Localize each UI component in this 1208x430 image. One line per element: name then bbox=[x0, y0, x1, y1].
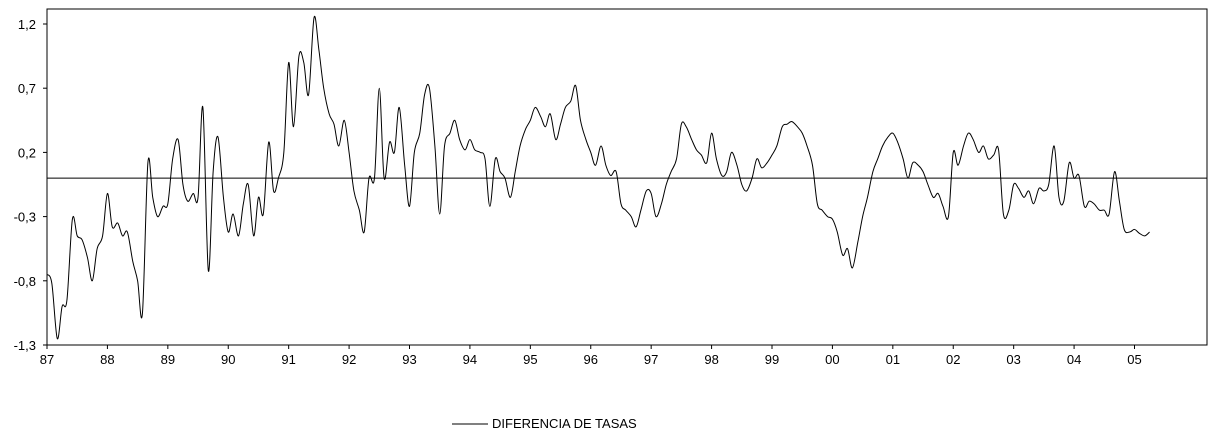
y-tick-label: -1,3 bbox=[14, 338, 36, 353]
series-layer bbox=[46, 15, 1150, 340]
x-tick-label: 87 bbox=[40, 352, 54, 367]
x-tick-label: 02 bbox=[946, 352, 960, 367]
x-tick-label: 97 bbox=[644, 352, 658, 367]
x-tick-label: 01 bbox=[886, 352, 900, 367]
x-tick-label: 03 bbox=[1006, 352, 1020, 367]
x-tick-label: 88 bbox=[100, 352, 114, 367]
x-tick-label: 98 bbox=[704, 352, 718, 367]
x-tick-label: 92 bbox=[342, 352, 356, 367]
y-tick-label: -0,3 bbox=[14, 210, 36, 225]
x-tick-label: 04 bbox=[1067, 352, 1081, 367]
x-tick-label: 91 bbox=[281, 352, 295, 367]
plot-area bbox=[46, 8, 1208, 346]
y-tick-label: -0,8 bbox=[14, 274, 36, 289]
y-tick-label: 0,2 bbox=[18, 145, 36, 160]
x-tick-label: 05 bbox=[1127, 352, 1141, 367]
y-tick-label: 1,2 bbox=[18, 17, 36, 32]
x-tick-label: 90 bbox=[221, 352, 235, 367]
x-tick-label: 96 bbox=[584, 352, 598, 367]
x-tick-label: 94 bbox=[463, 352, 477, 367]
x-tick-label: 00 bbox=[825, 352, 839, 367]
series-line-0 bbox=[46, 15, 1150, 340]
x-tick-label: 99 bbox=[765, 352, 779, 367]
y-axis: 1,2 0,7 0,2 -0,3 -0,8 -1,3 bbox=[14, 17, 47, 353]
x-tick-label: 93 bbox=[402, 352, 416, 367]
legend-label: DIFERENCIA DE TASAS bbox=[492, 416, 637, 430]
legend: DIFERENCIA DE TASAS bbox=[452, 416, 637, 430]
x-axis: 87 88 89 90 91 92 93 94 95 96 97 98 99 00 01 02 03 04 05 bbox=[40, 345, 1142, 367]
x-tick-label: 95 bbox=[523, 352, 537, 367]
y-tick-label: 0,7 bbox=[18, 81, 36, 96]
x-tick-label: 89 bbox=[161, 352, 175, 367]
